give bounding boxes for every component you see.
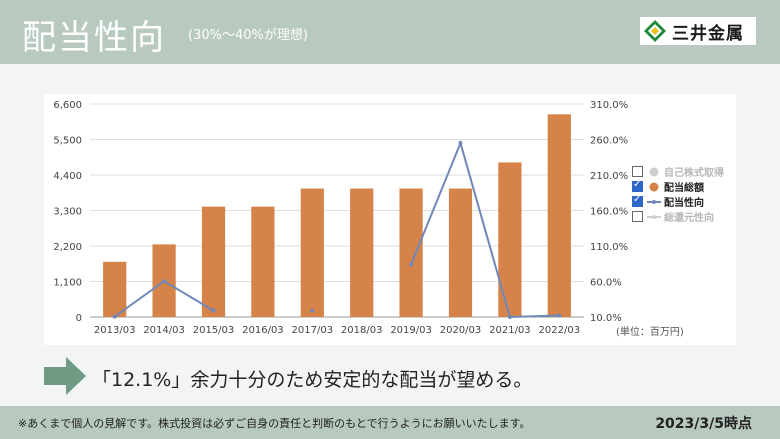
line-point (112, 314, 117, 319)
left-axis-tick-label: 0 (76, 313, 82, 324)
x-axis-tick-label: 2015/03 (193, 325, 235, 336)
x-axis-tick-label: 2018/03 (341, 325, 383, 336)
legend-item-1[interactable]: 配当総額 (632, 179, 724, 194)
company-logo-icon (643, 19, 667, 43)
legend-line-icon (647, 197, 661, 207)
page-subtitle: (30%〜40%が理想) (188, 28, 308, 43)
left-axis-tick-label: 5,500 (53, 136, 82, 147)
bar (350, 188, 374, 317)
left-axis-tick-label: 4,400 (53, 171, 82, 182)
bar (547, 114, 571, 317)
right-axis-tick-label: 160.0% (590, 207, 628, 218)
legend-label: 総還元性向 (664, 213, 714, 224)
legend-item-2[interactable]: 配当性向 (632, 194, 724, 209)
chart-panel: 0 1,100 2,200 3,300 4,400 5,500 6,600 10.0% 60.0… (44, 94, 736, 345)
right-axis-tick-label: 110.0% (590, 242, 628, 253)
conclusion-text: 「12.1%」余力十分のため安定的な配当が望める。 (92, 369, 533, 391)
legend-line-icon (647, 212, 661, 222)
right-axis-tick-label: 310.0% (590, 100, 628, 111)
disclaimer-text: ※あくまで個人の見解です。株式投資は必ずご自身の責任と判断のもとで行うようにお願… (18, 417, 531, 430)
line-point (310, 308, 315, 313)
line-point (162, 279, 167, 284)
right-axis-tick-label: 260.0% (590, 136, 628, 147)
x-axis-tick-label: 2014/03 (143, 325, 185, 336)
legend-dot-icon (647, 167, 661, 177)
x-axis-tick-label: 2013/03 (94, 325, 136, 336)
right-axis-tick-label: 10.0% (590, 313, 622, 324)
bar (498, 162, 522, 317)
checkbox-unchecked-icon[interactable] (632, 166, 643, 177)
right-axis-tick-label: 210.0% (590, 171, 628, 182)
bar (399, 188, 423, 317)
dividend-chart: 0 1,100 2,200 3,300 4,400 5,500 6,600 10.0% 60.0… (53, 100, 628, 336)
legend-label: 自己株式取得 (664, 168, 724, 179)
x-axis-tick-label: 2017/03 (292, 325, 334, 336)
bar (300, 188, 324, 317)
company-logo: 三井金属 (640, 17, 756, 45)
legend-item-0[interactable]: 自己株式取得 (632, 164, 724, 179)
legend-dot-icon (647, 182, 661, 192)
checkbox-checked-icon[interactable] (632, 194, 643, 207)
line-point (507, 315, 512, 319)
page-title: 配当性向 (22, 18, 166, 58)
line-point (409, 262, 414, 267)
as-of-date: 2023/3/5時点 (655, 416, 752, 432)
header-bar: 配当性向 (30%〜40%が理想) 三井金属 (0, 0, 780, 64)
arrow-right-icon (44, 357, 86, 395)
left-axis-tick-label: 3,300 (53, 207, 82, 218)
bar (103, 261, 127, 317)
legend-label: 配当性向 (664, 198, 704, 209)
x-axis-tick-label: 2022/03 (539, 325, 581, 336)
series-line (410, 139, 560, 319)
footer-bar: ※あくまで個人の見解です。株式投資は必ずご自身の責任と判断のもとで行うようにお願… (0, 406, 780, 439)
bar (448, 188, 473, 317)
bar (201, 206, 226, 317)
line-point (458, 141, 463, 146)
line-point (211, 308, 216, 313)
left-axis-tick-label: 6,600 (53, 100, 82, 111)
left-axis-tick-label: 1,100 (53, 278, 82, 289)
company-logo-text: 三井金属 (672, 23, 744, 44)
checkbox-unchecked-icon[interactable] (632, 211, 643, 222)
right-axis-tick-label: 60.0% (590, 278, 622, 289)
x-axis-tick-label: 2019/03 (390, 325, 432, 336)
legend-label: 配当総額 (664, 183, 704, 194)
x-axis-tick-label: 2020/03 (440, 325, 482, 336)
legend-item-3[interactable]: 総還元性向 (632, 209, 724, 224)
line-point (557, 313, 562, 318)
unit-note: (単位：百万円) (616, 327, 684, 338)
checkbox-checked-icon[interactable] (632, 179, 643, 192)
bar (251, 206, 275, 317)
x-axis-tick-label: 2021/03 (489, 325, 531, 336)
left-axis-tick-label: 2,200 (53, 242, 82, 253)
x-axis-tick-label: 2016/03 (242, 325, 284, 336)
chart-legend: 自己株式取得 配当総額 配当性向 総還元性向 (632, 164, 724, 224)
